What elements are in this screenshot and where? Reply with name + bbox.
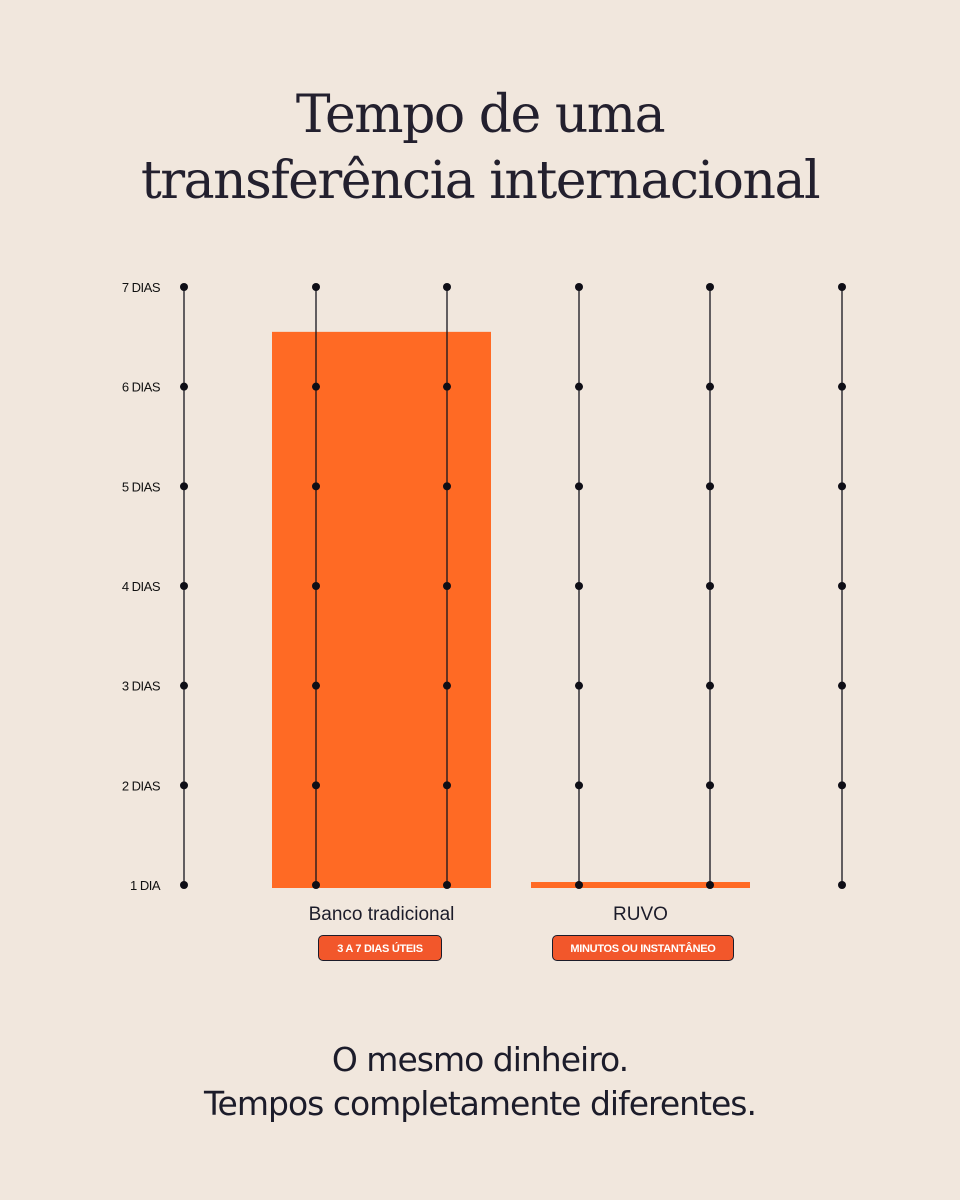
grid-dot-4-3 <box>706 582 714 590</box>
grid-dot-3-4 <box>575 482 583 491</box>
grid-dot-2-0 <box>443 881 451 889</box>
grid-dot-3-1 <box>575 781 583 790</box>
title-line-1: Tempo de uma <box>295 85 666 145</box>
bar-1 <box>531 882 750 888</box>
grid-dot-1-2 <box>312 681 320 690</box>
badge-ruvo: MINUTOS OU INSTANTÂNEO <box>552 935 734 961</box>
grid-dot-0-5 <box>180 382 188 391</box>
grid-dot-1-5 <box>312 382 320 391</box>
y-tick-label-4: 5 DIAS <box>122 479 161 494</box>
grid-dot-2-2 <box>443 681 451 690</box>
grid-dot-0-0 <box>180 881 188 889</box>
y-tick-label-6: 7 DIAS <box>122 280 161 295</box>
grid-dot-3-6 <box>575 283 583 291</box>
grid-dot-5-4 <box>838 482 846 491</box>
grid-dot-4-6 <box>706 283 714 291</box>
grid-dot-1-4 <box>312 482 320 491</box>
grid-dot-5-6 <box>838 283 846 291</box>
y-tick-label-1: 2 DIAS <box>122 778 161 793</box>
grid-dot-5-5 <box>838 382 846 391</box>
grid-dot-2-1 <box>443 781 451 790</box>
grid-dot-5-2 <box>838 681 846 690</box>
grid-dot-5-1 <box>838 781 846 790</box>
grid-dot-2-4 <box>443 482 451 491</box>
grid-dot-3-2 <box>575 681 583 690</box>
grid-dot-2-6 <box>443 283 451 291</box>
grid-dot-5-0 <box>838 881 846 889</box>
grid-dot-0-4 <box>180 482 188 491</box>
tagline: O mesmo dinheiro. Tempos completamente d… <box>0 1038 960 1126</box>
grid-dot-1-6 <box>312 283 320 291</box>
grid-dot-2-3 <box>443 582 451 590</box>
grid-dot-4-1 <box>706 781 714 790</box>
grid-dot-5-3 <box>838 582 846 590</box>
grid-dot-0-3 <box>180 582 188 590</box>
grid-dot-0-2 <box>180 681 188 690</box>
grid-dot-0-6 <box>180 283 188 291</box>
bar-0 <box>272 331 491 889</box>
tagline-line-2: Tempos completamente diferentes. <box>204 1084 757 1123</box>
category-label-0: Banco tradicional <box>309 904 455 925</box>
tagline-line-1: O mesmo dinheiro. <box>331 1040 629 1079</box>
grid-dot-1-3 <box>312 582 320 590</box>
y-tick-label-0: 1 DIA <box>130 878 161 893</box>
grid-dot-1-0 <box>312 881 320 889</box>
grid-dot-3-5 <box>575 382 583 391</box>
y-tick-label-2: 3 DIAS <box>122 679 161 694</box>
chart-area: 1 DIA 2 DIAS 3 DIAS 4 DIAS 5 DIAS 6 DIAS 7 DIA… <box>122 280 846 925</box>
grid-dot-3-3 <box>575 582 583 590</box>
grid-dot-1-1 <box>312 781 320 790</box>
category-label-1: RUVO <box>613 904 668 925</box>
chart-title: Tempo de uma transferência internacional <box>0 82 960 214</box>
grid-dot-3-0 <box>575 881 583 889</box>
title-line-2: transferência internacional <box>140 151 821 211</box>
grid-dot-2-5 <box>443 382 451 391</box>
grid-dot-4-0 <box>706 881 714 889</box>
y-tick-label-3: 4 DIAS <box>122 579 161 594</box>
grid-dot-0-1 <box>180 781 188 790</box>
grid-dot-4-2 <box>706 681 714 690</box>
grid-dot-4-5 <box>706 382 714 391</box>
badge-banco-tradicional: 3 A 7 DIAS ÚTEIS <box>318 935 442 961</box>
y-tick-label-5: 6 DIAS <box>122 380 161 395</box>
grid-dot-4-4 <box>706 482 714 491</box>
